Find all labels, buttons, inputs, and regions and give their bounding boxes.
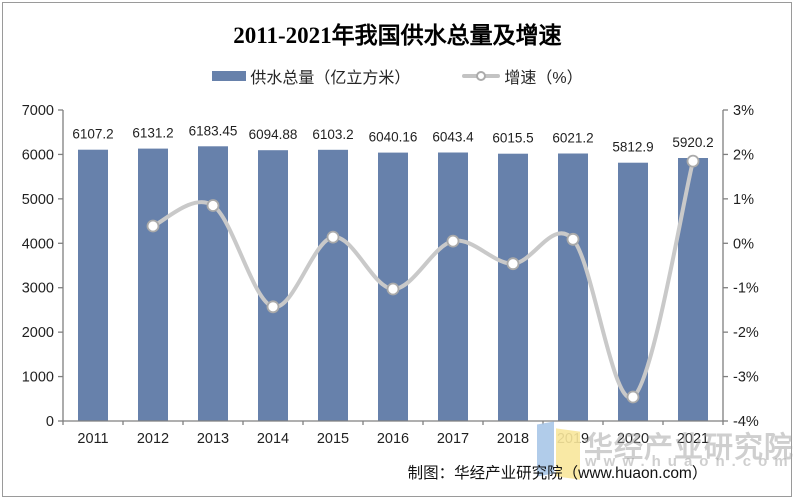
bar-value-label: 6094.88 (249, 127, 298, 142)
bar-value-label: 6131.2 (132, 126, 173, 141)
bar-series-swatch-icon (212, 71, 247, 81)
right-axis-tick-label: 3% (733, 103, 754, 119)
x-axis-category-label: 2015 (317, 431, 349, 447)
bar (198, 146, 228, 422)
watermark-name: 华经产业研究院 (584, 432, 795, 464)
x-axis-category-label: 2020 (617, 431, 649, 447)
legend-item-line: 增速（%） (462, 64, 583, 88)
x-axis-category-label: 2018 (497, 431, 529, 447)
right-axis-tick-label: 0% (733, 236, 754, 252)
line-marker-icon (476, 71, 487, 81)
line-marker (686, 154, 700, 168)
x-axis-category-label: 2016 (377, 431, 409, 447)
bar (678, 158, 708, 421)
x-axis-category-label: 2012 (137, 431, 169, 447)
bar (558, 153, 588, 421)
line-marker (446, 234, 460, 248)
line-marker (146, 219, 160, 233)
right-axis-tick-label: -2% (733, 325, 759, 341)
line-marker (206, 199, 220, 212)
bar-value-label: 6043.4 (432, 130, 474, 145)
bar (438, 152, 468, 421)
legend-item-bar: 供水总量（亿立方米） (212, 64, 410, 88)
legend: 供水总量（亿立方米） 增速（%） (0, 64, 795, 88)
x-axis-category-label: 2017 (437, 431, 469, 447)
left-axis-tick-label: 6000 (22, 147, 54, 163)
right-axis-tick-label: -3% (733, 370, 759, 386)
right-axis-tick-label: -1% (733, 281, 759, 297)
left-axis-tick-label: 5000 (22, 192, 54, 208)
line-marker (266, 300, 280, 314)
left-axis-tick-label: 4000 (22, 236, 54, 252)
bar-series-label: 供水总量（亿立方米） (250, 70, 411, 87)
line-series-label: 增速（%） (504, 70, 583, 87)
left-axis-tick-label: 3000 (22, 281, 54, 297)
line-marker (506, 257, 520, 271)
left-axis-tick-label: 2000 (22, 325, 54, 341)
bar-value-label: 6040.16 (369, 130, 418, 145)
x-axis-category-label: 2011 (77, 431, 108, 447)
line-marker (386, 282, 400, 296)
line-marker (326, 230, 340, 244)
left-axis-tick-label: 7000 (22, 103, 54, 119)
chart-title: 2011-2021年我国供水总量及增速 (233, 23, 562, 48)
line-marker (626, 390, 640, 404)
source-credit: 制图：华经产业研究院（www.huaon.com） (407, 465, 708, 482)
right-axis-tick-label: 1% (733, 192, 754, 208)
right-axis-tick-label: -4% (733, 414, 759, 430)
x-axis-category-label: 2021 (677, 431, 709, 447)
x-axis-category-label: 2014 (257, 431, 289, 447)
bar-value-label: 6103.2 (312, 127, 353, 142)
bar (318, 149, 348, 422)
left-axis-tick-label: 1000 (22, 370, 54, 386)
bar-value-label: 6183.45 (189, 123, 238, 138)
bar-value-label: 6107.2 (72, 127, 113, 142)
line-series-swatch-icon (462, 71, 501, 81)
bar (78, 149, 108, 421)
line-marker (566, 232, 580, 246)
bar-value-label: 5920.2 (672, 135, 713, 150)
growth-line (151, 159, 695, 400)
bar-value-label: 6021.2 (552, 131, 593, 146)
bar-value-label: 5812.9 (612, 140, 653, 155)
bar-value-label: 6015.5 (492, 131, 533, 146)
left-axis-tick-label: 0 (46, 414, 54, 430)
bar (498, 153, 528, 421)
x-axis-category-label: 2013 (197, 431, 229, 447)
bar (258, 150, 288, 421)
watermark-url: www.huaon.com (585, 453, 795, 470)
right-axis-tick-label: 2% (733, 147, 754, 163)
bar (138, 148, 168, 421)
